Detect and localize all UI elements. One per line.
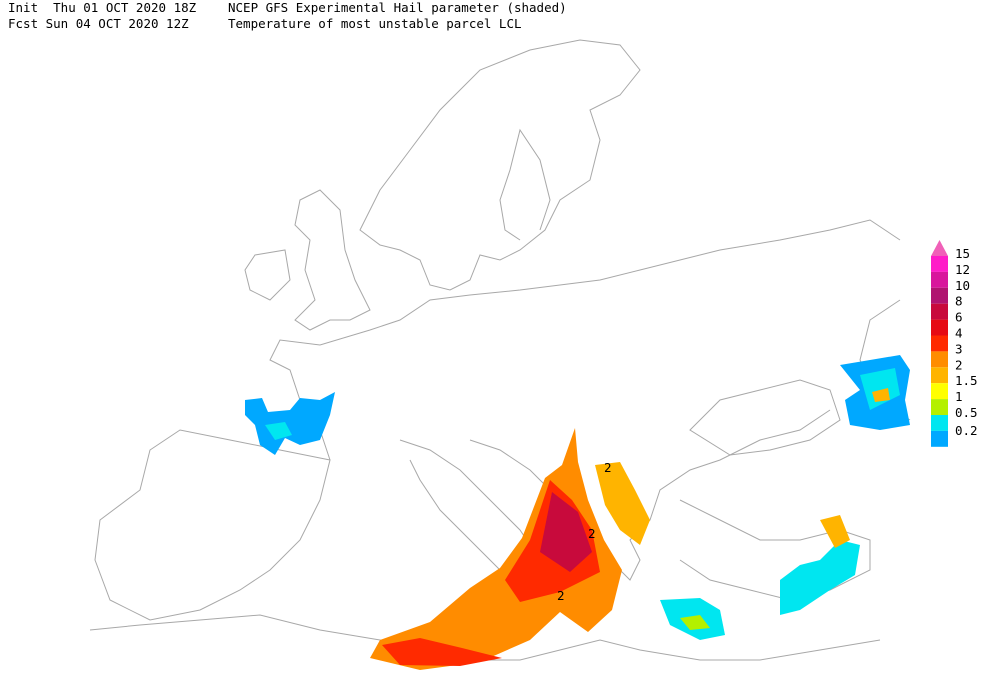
continent xyxy=(369,219,901,331)
shade-yellow-east xyxy=(872,388,890,402)
shade-balkan-orange xyxy=(595,462,650,545)
contour-title: Temperature of most unstable parcel LCL xyxy=(228,16,522,31)
legend-label: 15 xyxy=(955,246,970,261)
legend-swatch xyxy=(931,303,948,320)
legend-swatch xyxy=(931,415,948,431)
shade-blue-france xyxy=(245,392,335,455)
shade-cyan-france xyxy=(265,422,292,440)
legend-label: 12 xyxy=(955,262,970,277)
legend-label: 4 xyxy=(955,326,963,341)
legend-swatch xyxy=(931,351,948,368)
legend-label: 1.5 xyxy=(955,373,978,388)
init-time: Init Thu 01 OCT 2020 18Z xyxy=(8,0,197,15)
shade-turkey-yellow xyxy=(820,515,850,548)
legend-label: 10 xyxy=(955,278,970,293)
contour-label: 2 xyxy=(557,588,565,603)
britain xyxy=(294,189,371,331)
legend-label: 8 xyxy=(955,294,963,309)
forecast-time: Fcst Sun 04 OCT 2020 12Z xyxy=(8,16,189,31)
legend-swatch xyxy=(931,399,948,415)
legend-label: 0.5 xyxy=(955,405,978,420)
contour-labels: 2 2 2 xyxy=(557,460,612,603)
legend-label: 2 xyxy=(955,357,963,372)
legend-label: 3 xyxy=(955,341,963,356)
iberia xyxy=(94,429,331,621)
legend-swatch xyxy=(931,367,948,384)
legend-swatch xyxy=(931,287,948,304)
turkey xyxy=(679,499,871,601)
legend-swatch xyxy=(931,256,948,272)
contour-label: 2 xyxy=(588,526,596,541)
hail-shading xyxy=(245,355,910,670)
black-sea xyxy=(689,379,841,456)
legend-label: 0.2 xyxy=(955,423,978,438)
legend-swatch xyxy=(931,335,948,352)
product-title: NCEP GFS Experimental Hail parameter (sh… xyxy=(228,0,567,15)
legend-swatch xyxy=(931,271,948,288)
contour-label: 2 xyxy=(604,460,612,475)
legend-label: 1 xyxy=(955,389,963,404)
north-africa xyxy=(89,614,881,661)
legend-swatch xyxy=(931,430,948,447)
legend-swatch xyxy=(931,319,948,336)
shade-cyan-east xyxy=(860,368,900,410)
baltic xyxy=(499,128,551,241)
shade-south-red xyxy=(382,638,502,666)
legend-label: 6 xyxy=(955,310,963,325)
shade-crete-inner xyxy=(680,615,710,630)
shade-turkey xyxy=(780,540,860,615)
legend-over-triangle xyxy=(931,240,948,256)
scandinavia xyxy=(359,39,641,291)
shade-crimson xyxy=(540,492,592,572)
ireland xyxy=(244,249,291,301)
legend-swatch xyxy=(931,383,948,400)
